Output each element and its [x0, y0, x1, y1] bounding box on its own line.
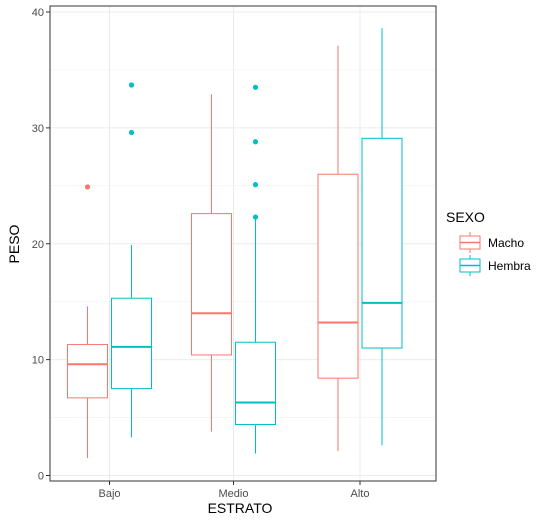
outlier-point — [252, 84, 259, 90]
legend-item-macho: Macho — [459, 232, 524, 253]
box-iqr — [191, 213, 232, 356]
axes-layer: 0 10 20 30 40 Bajo Medio Alto — [32, 5, 437, 500]
legend-item-hembra: Hembra — [459, 255, 531, 276]
x-tick-label: Medio — [219, 488, 249, 500]
x-tick-label: Alto — [351, 488, 370, 500]
plot-panel — [50, 6, 436, 481]
outlier-point — [128, 129, 135, 136]
box-iqr — [361, 137, 403, 349]
box-macho-bajo — [67, 184, 108, 459]
y-tick-label: 20 — [32, 239, 44, 251]
outlier-point — [128, 82, 135, 88]
legend: SEXO Macho Hembra — [446, 209, 531, 276]
legend-title: SEXO — [446, 209, 485, 225]
box-hembra-medio — [235, 84, 276, 454]
box-iqr — [111, 297, 152, 390]
x-tick-label: Bajo — [98, 488, 120, 500]
outlier-point — [252, 139, 259, 145]
box-iqr — [235, 341, 276, 426]
y-tick-label: 40 — [32, 7, 44, 19]
x-axis-title: ESTRATO — [208, 500, 273, 516]
y-tick-label: 10 — [32, 355, 44, 367]
box-macho-medio — [191, 94, 232, 432]
box-iqr — [67, 344, 108, 399]
outlier-point — [84, 184, 91, 190]
legend-items: Macho Hembra — [459, 232, 531, 276]
outlier-point — [252, 182, 259, 188]
box-layer — [67, 28, 403, 459]
box-macho-alto — [317, 45, 359, 452]
y-tick-label: 0 — [38, 471, 44, 483]
box-hembra-alto — [361, 28, 403, 446]
legend-label: Hembra — [488, 259, 531, 273]
legend-label: Macho — [488, 236, 524, 250]
y-tick-label: 30 — [32, 123, 44, 135]
y-axis-title: PESO — [6, 224, 22, 263]
box-hembra-bajo — [111, 82, 152, 438]
outlier-point — [252, 214, 259, 220]
box-iqr — [317, 173, 359, 379]
